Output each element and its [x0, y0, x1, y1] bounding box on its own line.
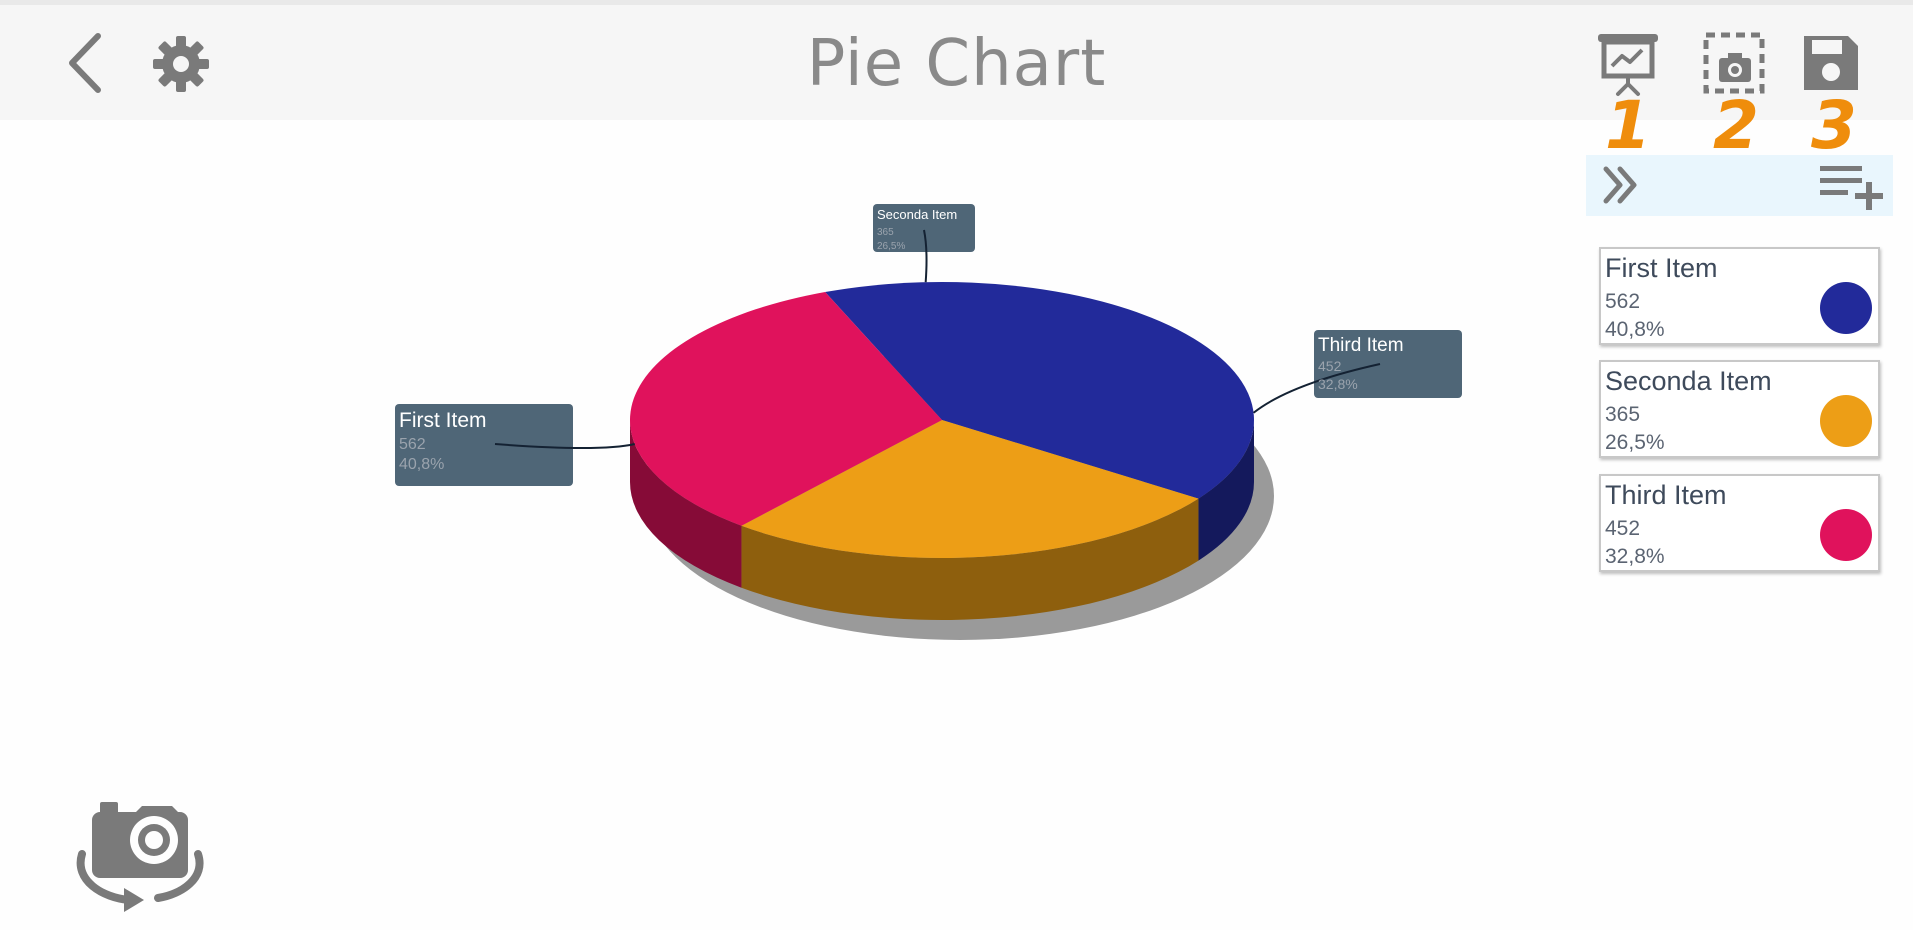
legend-item-first[interactable]: First Item 562 40,8% [1599, 247, 1880, 345]
callout-percent: 26,5% [877, 241, 905, 252]
chevron-left-icon[interactable] [60, 30, 112, 96]
legend-color-swatch [1820, 509, 1872, 561]
screenshot-icon[interactable] [1703, 32, 1765, 94]
callout-line [1252, 363, 1381, 414]
legend-item-percent: 32,8% [1605, 545, 1665, 568]
legend-item-value: 452 [1605, 517, 1641, 540]
legend-item-value: 562 [1605, 290, 1641, 313]
pie-slice-side-2 [741, 498, 1199, 620]
legend-color-swatch [1820, 282, 1872, 334]
legend-item-percent: 40,8% [1605, 318, 1665, 341]
pie-slice-3[interactable] [629, 292, 942, 526]
presentation-chart-icon[interactable] [1596, 30, 1660, 98]
legend-item-value: 365 [1605, 403, 1641, 426]
legend-color-swatch [1820, 395, 1872, 447]
camera-rotate-icon[interactable] [72, 794, 208, 916]
callout-box [873, 204, 975, 252]
legend-item-third[interactable]: Third Item 452 32,8% [1599, 474, 1880, 572]
top-app-bar [0, 0, 1913, 120]
callout-name: Seconda Item [877, 207, 957, 222]
callout-value: 452 [1318, 358, 1342, 374]
pie-slice-1[interactable] [825, 282, 1254, 499]
legend-item-name: Third Item [1605, 480, 1727, 510]
pie-slice-side-3 [630, 420, 742, 588]
callout-value: 365 [877, 227, 894, 238]
gear-icon[interactable] [150, 33, 212, 95]
legend-item-name: First Item [1605, 253, 1718, 283]
callout-percent: 40,8% [399, 456, 444, 473]
callout-percent: 32,8% [1318, 376, 1358, 392]
legend-toolbar [1586, 155, 1893, 216]
pie-slice-side-1 [1198, 420, 1254, 561]
legend-item-seconda[interactable]: Seconda Item 365 26,5% [1599, 360, 1880, 458]
tool-number-3: 3 [1811, 87, 1857, 164]
tool-number-1: 1 [1605, 87, 1651, 164]
double-chevron-right-icon[interactable] [1600, 163, 1644, 207]
callout-box [1314, 330, 1462, 398]
legend-item-percent: 26,5% [1605, 431, 1665, 454]
page-title: Pie Chart [806, 27, 1107, 101]
callout-name: Third Item [1318, 335, 1404, 356]
legend-item-name: Seconda Item [1605, 366, 1772, 396]
pie-slice-2[interactable] [741, 420, 1199, 558]
callout-line [923, 229, 928, 283]
tool-number-2: 2 [1713, 87, 1759, 164]
callout-value: 562 [399, 436, 426, 453]
callout-name: First Item [399, 409, 487, 432]
floppy-disk-icon[interactable] [1800, 32, 1862, 94]
callout-line [494, 442, 635, 449]
callout-box [395, 404, 573, 486]
playlist-add-icon[interactable] [1818, 162, 1890, 212]
